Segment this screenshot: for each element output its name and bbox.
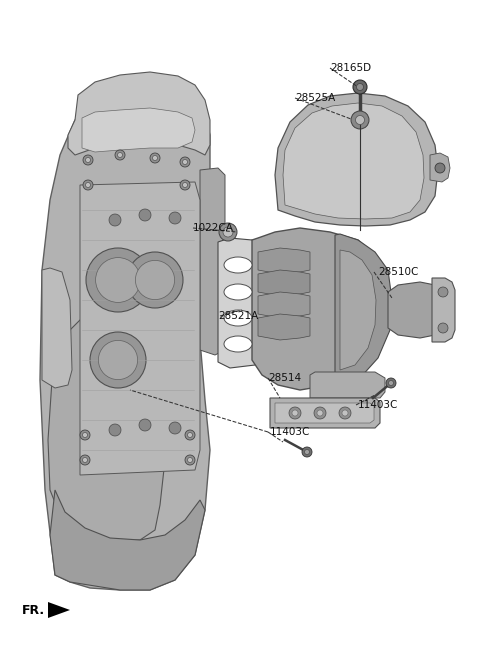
- Polygon shape: [200, 168, 225, 355]
- Polygon shape: [258, 248, 310, 274]
- Ellipse shape: [224, 336, 252, 352]
- Circle shape: [98, 340, 138, 380]
- Circle shape: [292, 410, 298, 416]
- Polygon shape: [275, 403, 374, 423]
- Circle shape: [115, 150, 125, 160]
- Text: 11403C: 11403C: [358, 400, 398, 410]
- Polygon shape: [68, 72, 210, 155]
- Polygon shape: [340, 250, 376, 370]
- Polygon shape: [335, 234, 392, 385]
- Circle shape: [153, 156, 157, 160]
- Circle shape: [127, 252, 183, 308]
- Circle shape: [96, 258, 140, 302]
- Text: 1022CA: 1022CA: [193, 223, 234, 233]
- Polygon shape: [48, 602, 70, 618]
- Polygon shape: [82, 108, 195, 152]
- Circle shape: [83, 155, 93, 165]
- Polygon shape: [258, 270, 310, 296]
- Circle shape: [289, 407, 301, 419]
- Circle shape: [83, 432, 87, 438]
- Polygon shape: [258, 314, 310, 340]
- Polygon shape: [283, 103, 424, 219]
- Circle shape: [182, 160, 188, 164]
- Circle shape: [139, 209, 151, 221]
- Circle shape: [353, 80, 367, 94]
- Polygon shape: [258, 292, 310, 318]
- Circle shape: [150, 153, 160, 163]
- Circle shape: [180, 180, 190, 190]
- Circle shape: [185, 430, 195, 440]
- Text: 28165D: 28165D: [330, 63, 371, 73]
- Circle shape: [118, 152, 122, 158]
- Polygon shape: [218, 238, 260, 368]
- Circle shape: [317, 410, 323, 416]
- Circle shape: [342, 410, 348, 416]
- Circle shape: [83, 180, 93, 190]
- Polygon shape: [252, 228, 388, 390]
- Polygon shape: [388, 282, 440, 338]
- Circle shape: [109, 424, 121, 436]
- Circle shape: [180, 157, 190, 167]
- Circle shape: [339, 407, 351, 419]
- Ellipse shape: [224, 257, 252, 273]
- Circle shape: [356, 116, 364, 124]
- Circle shape: [438, 323, 448, 333]
- Circle shape: [304, 449, 310, 455]
- Ellipse shape: [224, 284, 252, 300]
- Circle shape: [219, 223, 237, 241]
- Circle shape: [83, 457, 87, 463]
- Circle shape: [438, 287, 448, 297]
- Circle shape: [188, 457, 192, 463]
- Circle shape: [169, 422, 181, 434]
- Circle shape: [169, 212, 181, 224]
- Circle shape: [302, 447, 312, 457]
- Circle shape: [314, 407, 326, 419]
- Circle shape: [85, 183, 91, 187]
- Text: 11403C: 11403C: [270, 427, 311, 437]
- Polygon shape: [275, 93, 438, 226]
- Circle shape: [351, 111, 369, 129]
- Polygon shape: [80, 182, 200, 475]
- Polygon shape: [432, 278, 455, 342]
- Ellipse shape: [224, 310, 252, 326]
- Text: 28514: 28514: [268, 373, 301, 383]
- Circle shape: [357, 83, 363, 91]
- Polygon shape: [40, 85, 210, 590]
- Circle shape: [90, 332, 146, 388]
- Polygon shape: [430, 153, 450, 182]
- Circle shape: [388, 380, 394, 386]
- Circle shape: [386, 378, 396, 388]
- Polygon shape: [48, 312, 170, 545]
- Circle shape: [86, 248, 150, 312]
- Circle shape: [85, 158, 91, 162]
- Circle shape: [435, 163, 445, 173]
- Circle shape: [109, 214, 121, 226]
- Circle shape: [135, 260, 175, 300]
- Text: 28525A: 28525A: [295, 93, 335, 103]
- Circle shape: [80, 455, 90, 465]
- Circle shape: [188, 432, 192, 438]
- Circle shape: [185, 455, 195, 465]
- Circle shape: [223, 227, 233, 237]
- Polygon shape: [270, 398, 380, 428]
- Polygon shape: [42, 268, 72, 388]
- Text: 28510C: 28510C: [378, 267, 419, 277]
- Text: 28521A: 28521A: [218, 311, 258, 321]
- Circle shape: [139, 419, 151, 431]
- Polygon shape: [310, 372, 385, 398]
- Polygon shape: [50, 490, 205, 590]
- Circle shape: [80, 430, 90, 440]
- Text: FR.: FR.: [22, 604, 45, 616]
- Circle shape: [182, 183, 188, 187]
